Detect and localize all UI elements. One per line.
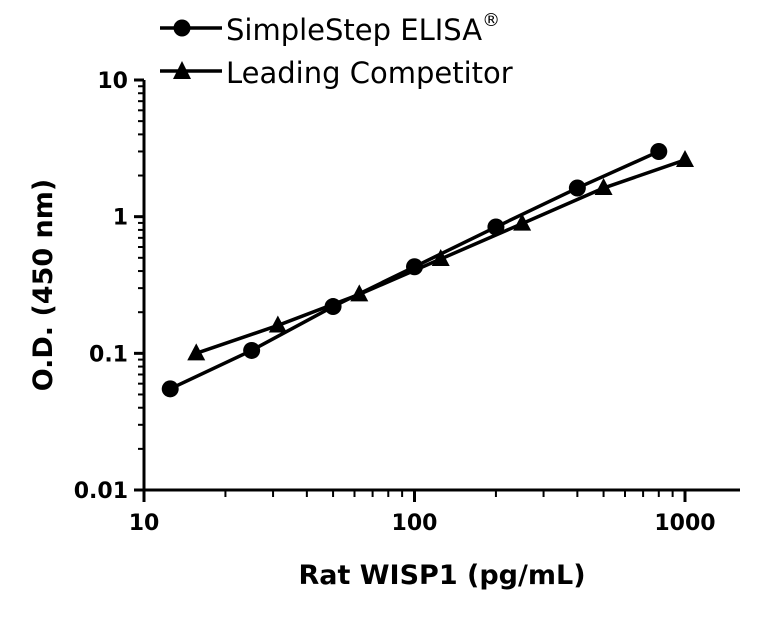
- data-point: [594, 178, 613, 196]
- y-axis-title: O.D. (450 nm): [28, 179, 59, 391]
- data-point: [650, 142, 668, 160]
- data-point: [161, 380, 179, 398]
- data-point: [676, 149, 694, 167]
- y-tick-label: 10: [97, 69, 128, 94]
- axes: 0.01 0.1 1 10 10 100 1000 Rat WISP1 (pg/mL) O…: [28, 69, 740, 591]
- plot-area: [161, 142, 694, 398]
- x-axis-title: Rat WISP1 (pg/mL): [298, 560, 585, 591]
- legend-label-simplestep: SimpleStep ELISA®: [226, 10, 500, 47]
- data-point: [513, 213, 532, 231]
- x-ticks: 10 100 1000: [129, 490, 716, 536]
- series-1: [187, 149, 694, 361]
- data-point: [187, 343, 206, 361]
- y-ticks: 0.01 0.1 1 10: [74, 69, 144, 504]
- legend-marker-simplestep: [173, 19, 191, 37]
- data-point: [431, 249, 450, 267]
- legend-label-competitor: Leading Competitor: [226, 56, 513, 90]
- data-point: [350, 284, 369, 302]
- y-tick-label: 0.1: [89, 342, 128, 367]
- y-tick-label: 0.01: [74, 479, 128, 504]
- x-tick-label: 10: [129, 511, 160, 536]
- legend-item-competitor: Leading Competitor: [160, 56, 513, 90]
- legend-marker-competitor: [173, 61, 191, 79]
- x-tick-label: 1000: [654, 511, 715, 536]
- y-tick-label: 1: [113, 206, 128, 231]
- legend: SimpleStep ELISA® Leading Competitor: [160, 10, 513, 90]
- legend-item-simplestep: SimpleStep ELISA®: [160, 10, 500, 47]
- data-point: [268, 315, 287, 333]
- data-point: [243, 341, 261, 359]
- x-tick-label: 100: [392, 511, 438, 536]
- data-point: [568, 179, 586, 197]
